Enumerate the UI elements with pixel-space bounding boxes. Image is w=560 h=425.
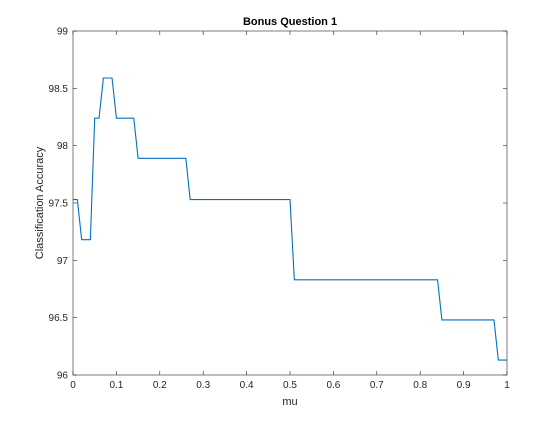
series-line bbox=[73, 77, 507, 361]
y-tick-label: 97.5 bbox=[49, 199, 69, 210]
x-tick-label: 0.6 bbox=[326, 380, 340, 391]
x-axis-label: mu bbox=[282, 396, 297, 408]
y-tick-label: 97 bbox=[57, 256, 69, 267]
x-tick-label: 0.1 bbox=[109, 380, 123, 391]
x-tick-label: 0.2 bbox=[153, 380, 167, 391]
x-tick-label: 0.7 bbox=[370, 380, 384, 391]
plot-frame bbox=[72, 30, 508, 376]
tick-labels: 0 0.1 0.2 0.3 0.4 0.5 0.6 0.7 0.8 0.9 1 96 96.5 97 97.… bbox=[49, 27, 511, 392]
x-tick-label: 0.8 bbox=[413, 380, 427, 391]
y-tick-label: 98.5 bbox=[49, 84, 69, 95]
y-tick-label: 96 bbox=[57, 371, 69, 382]
x-tick-label: 1 bbox=[504, 380, 510, 391]
y-axis-label: Classification Accuracy bbox=[34, 146, 46, 259]
x-tick-label: 0.3 bbox=[196, 380, 210, 391]
chart-title: Bonus Question 1 bbox=[243, 16, 337, 28]
x-tick-label: 0.5 bbox=[283, 380, 297, 391]
y-tick-label: 96.5 bbox=[49, 313, 69, 324]
x-tick-label: 0 bbox=[70, 380, 76, 391]
x-tick-label: 0.4 bbox=[240, 380, 254, 391]
series-layer bbox=[73, 77, 507, 361]
y-tick-label: 99 bbox=[57, 27, 69, 38]
x-tick-label: 0.9 bbox=[457, 380, 471, 391]
y-tick-label: 98 bbox=[57, 141, 69, 152]
